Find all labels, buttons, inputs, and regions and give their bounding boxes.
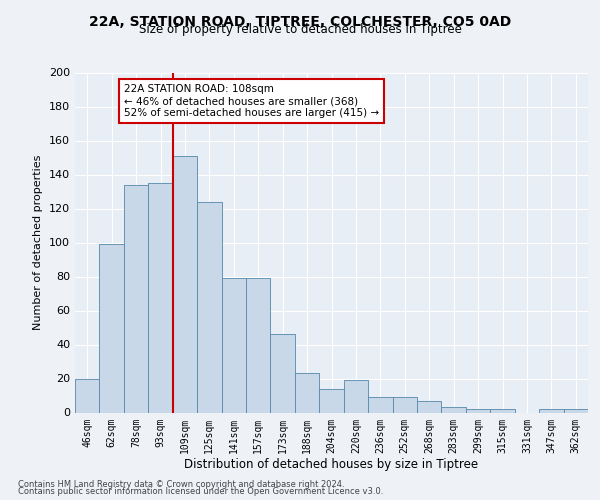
Bar xyxy=(539,409,563,412)
Bar xyxy=(124,184,148,412)
Y-axis label: Number of detached properties: Number of detached properties xyxy=(34,155,43,330)
Bar xyxy=(173,156,197,412)
Text: 22A STATION ROAD: 108sqm
← 46% of detached houses are smaller (368)
52% of semi-: 22A STATION ROAD: 108sqm ← 46% of detach… xyxy=(124,84,379,117)
X-axis label: Distribution of detached houses by size in Tiptree: Distribution of detached houses by size … xyxy=(184,458,479,471)
Bar xyxy=(197,202,221,412)
Bar xyxy=(221,278,246,412)
Bar xyxy=(246,278,271,412)
Bar xyxy=(490,409,515,412)
Bar xyxy=(563,409,588,412)
Bar xyxy=(100,244,124,412)
Bar xyxy=(344,380,368,412)
Text: 22A, STATION ROAD, TIPTREE, COLCHESTER, CO5 0AD: 22A, STATION ROAD, TIPTREE, COLCHESTER, … xyxy=(89,15,511,29)
Bar xyxy=(442,408,466,412)
Bar xyxy=(295,374,319,412)
Bar xyxy=(417,400,442,412)
Bar xyxy=(368,397,392,412)
Text: Contains public sector information licensed under the Open Government Licence v3: Contains public sector information licen… xyxy=(18,487,383,496)
Bar xyxy=(75,378,100,412)
Text: Contains HM Land Registry data © Crown copyright and database right 2024.: Contains HM Land Registry data © Crown c… xyxy=(18,480,344,489)
Bar xyxy=(271,334,295,412)
Bar xyxy=(392,397,417,412)
Bar xyxy=(466,409,490,412)
Bar xyxy=(148,183,173,412)
Bar xyxy=(319,388,344,412)
Text: Size of property relative to detached houses in Tiptree: Size of property relative to detached ho… xyxy=(139,22,461,36)
